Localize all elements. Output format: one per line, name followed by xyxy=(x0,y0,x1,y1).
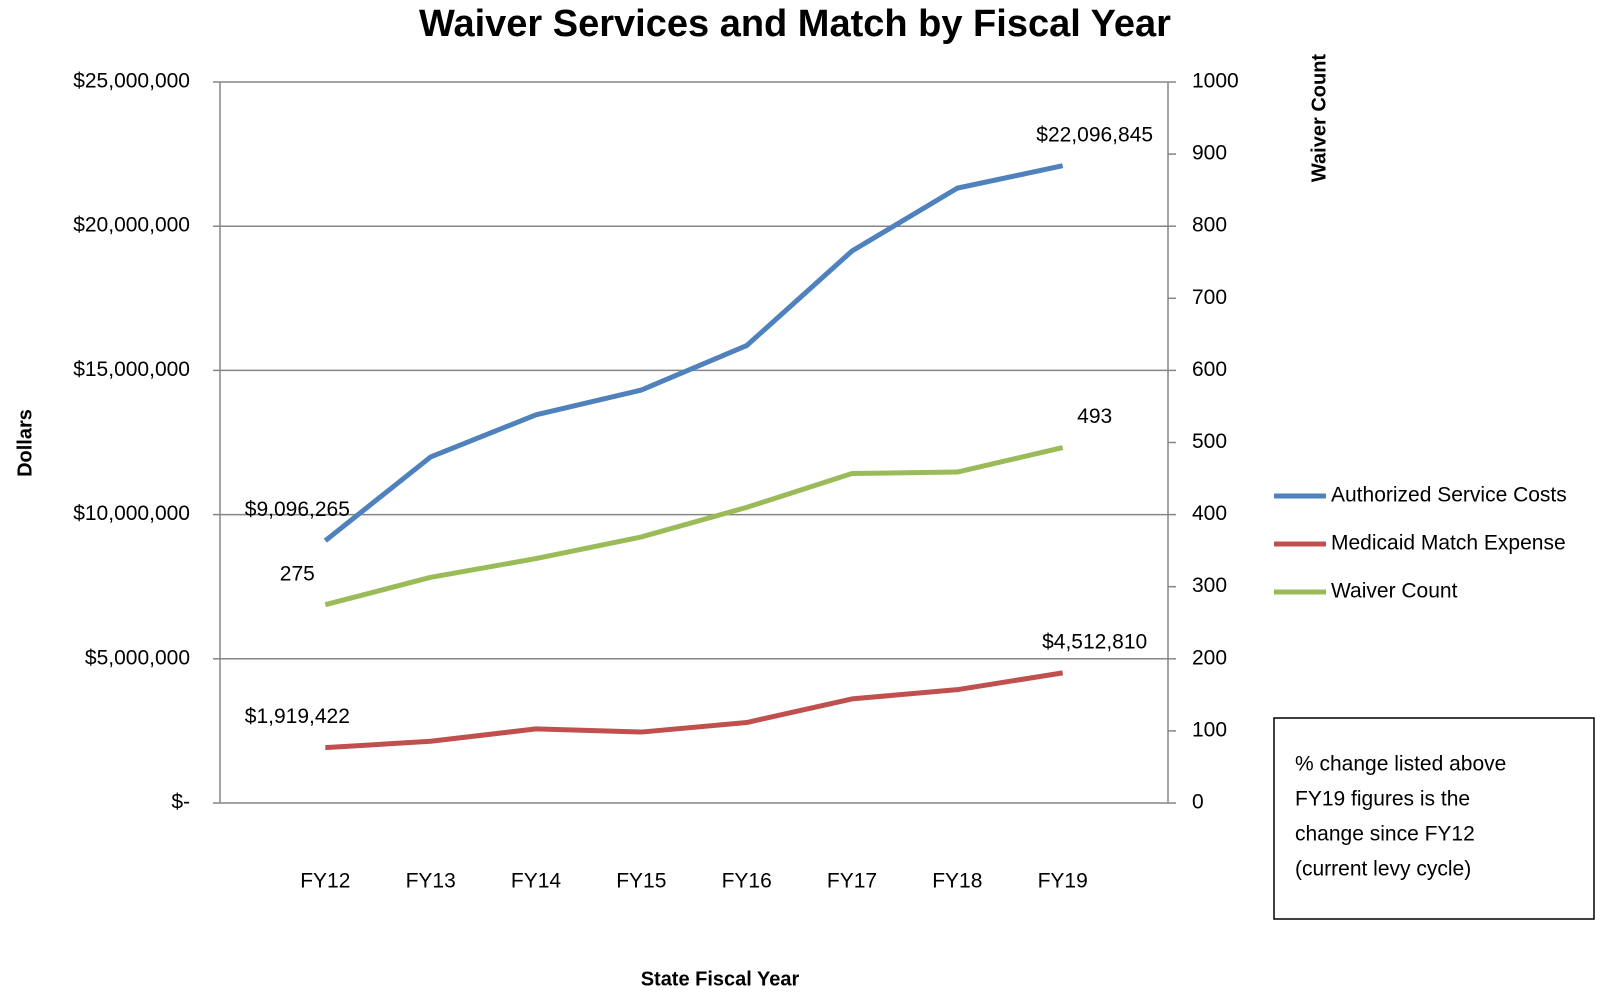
y-tick-label: $5,000,000 xyxy=(85,646,190,669)
y2-tick-label: 0 xyxy=(1192,791,1204,814)
x-tick-label: FY17 xyxy=(827,870,877,893)
x-tick-label: FY13 xyxy=(406,870,456,893)
y2-tick-label: 500 xyxy=(1192,430,1227,453)
series-line xyxy=(323,163,1064,543)
y2-tick-label: 800 xyxy=(1192,214,1227,237)
y-tick-label: $15,000,000 xyxy=(73,358,190,381)
annotation-text: FY19 figures is the xyxy=(1295,788,1470,811)
x-tick-label: FY15 xyxy=(616,870,666,893)
y-axis-title: Dollars xyxy=(14,409,36,477)
y2-tick-label: 400 xyxy=(1192,502,1227,525)
data-label: $22,096,845 xyxy=(1036,123,1153,146)
y2-tick-label: 1000 xyxy=(1192,70,1239,93)
data-label: $9,096,265 xyxy=(245,498,350,521)
y2-axis-title: Waiver Count xyxy=(1308,54,1330,182)
y-tick-label: $20,000,000 xyxy=(73,214,190,237)
data-label: 275 xyxy=(280,562,315,585)
data-label: 493 xyxy=(1077,405,1112,428)
legend-label: Waiver Count xyxy=(1331,580,1458,603)
y2-tick-label: 900 xyxy=(1192,142,1227,165)
annotation-text: change since FY12 xyxy=(1295,823,1475,846)
data-label: $1,919,422 xyxy=(245,705,350,728)
y-tick-label: $10,000,000 xyxy=(73,502,190,525)
series-line xyxy=(324,445,1064,608)
x-tick-label: FY18 xyxy=(932,870,982,893)
chart-title: Waiver Services and Match by Fiscal Year xyxy=(419,3,1171,45)
y2-tick-label: 100 xyxy=(1192,718,1227,741)
data-label: $4,512,810 xyxy=(1042,630,1147,653)
x-axis-title: State Fiscal Year xyxy=(641,968,800,990)
legend-label: Authorized Service Costs xyxy=(1331,484,1567,507)
y2-tick-label: 600 xyxy=(1192,358,1227,381)
series-line xyxy=(325,670,1064,751)
annotation-text: (current levy cycle) xyxy=(1295,858,1471,881)
x-tick-label: FY16 xyxy=(722,870,772,893)
x-tick-label: FY14 xyxy=(511,870,562,893)
x-tick-label: FY19 xyxy=(1038,870,1088,893)
y2-tick-label: 700 xyxy=(1192,286,1227,309)
y-tick-label: $25,000,000 xyxy=(73,70,190,93)
annotation-box xyxy=(1273,717,1595,920)
y2-tick-label: 300 xyxy=(1192,574,1227,597)
y2-tick-label: 200 xyxy=(1192,646,1227,669)
y-tick-label: $- xyxy=(171,791,190,814)
annotation-text: % change listed above xyxy=(1295,753,1506,776)
x-tick-label: FY12 xyxy=(300,870,350,893)
legend-label: Medicaid Match Expense xyxy=(1331,532,1566,555)
